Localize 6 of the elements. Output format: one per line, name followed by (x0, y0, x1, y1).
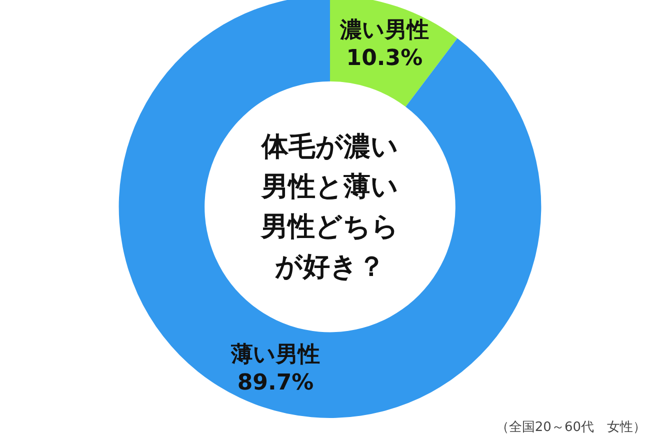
text: （全国20～60代 女性） (496, 420, 646, 435)
slice-label: 薄い男性 (230, 342, 320, 368)
data-label: 10.3% (346, 46, 423, 71)
data-label: 89.7% (237, 370, 314, 396)
text: 体毛が濃い男性と薄い男性どちらが好き？ (260, 132, 399, 282)
slice-label: 濃い男性 (338, 18, 429, 43)
